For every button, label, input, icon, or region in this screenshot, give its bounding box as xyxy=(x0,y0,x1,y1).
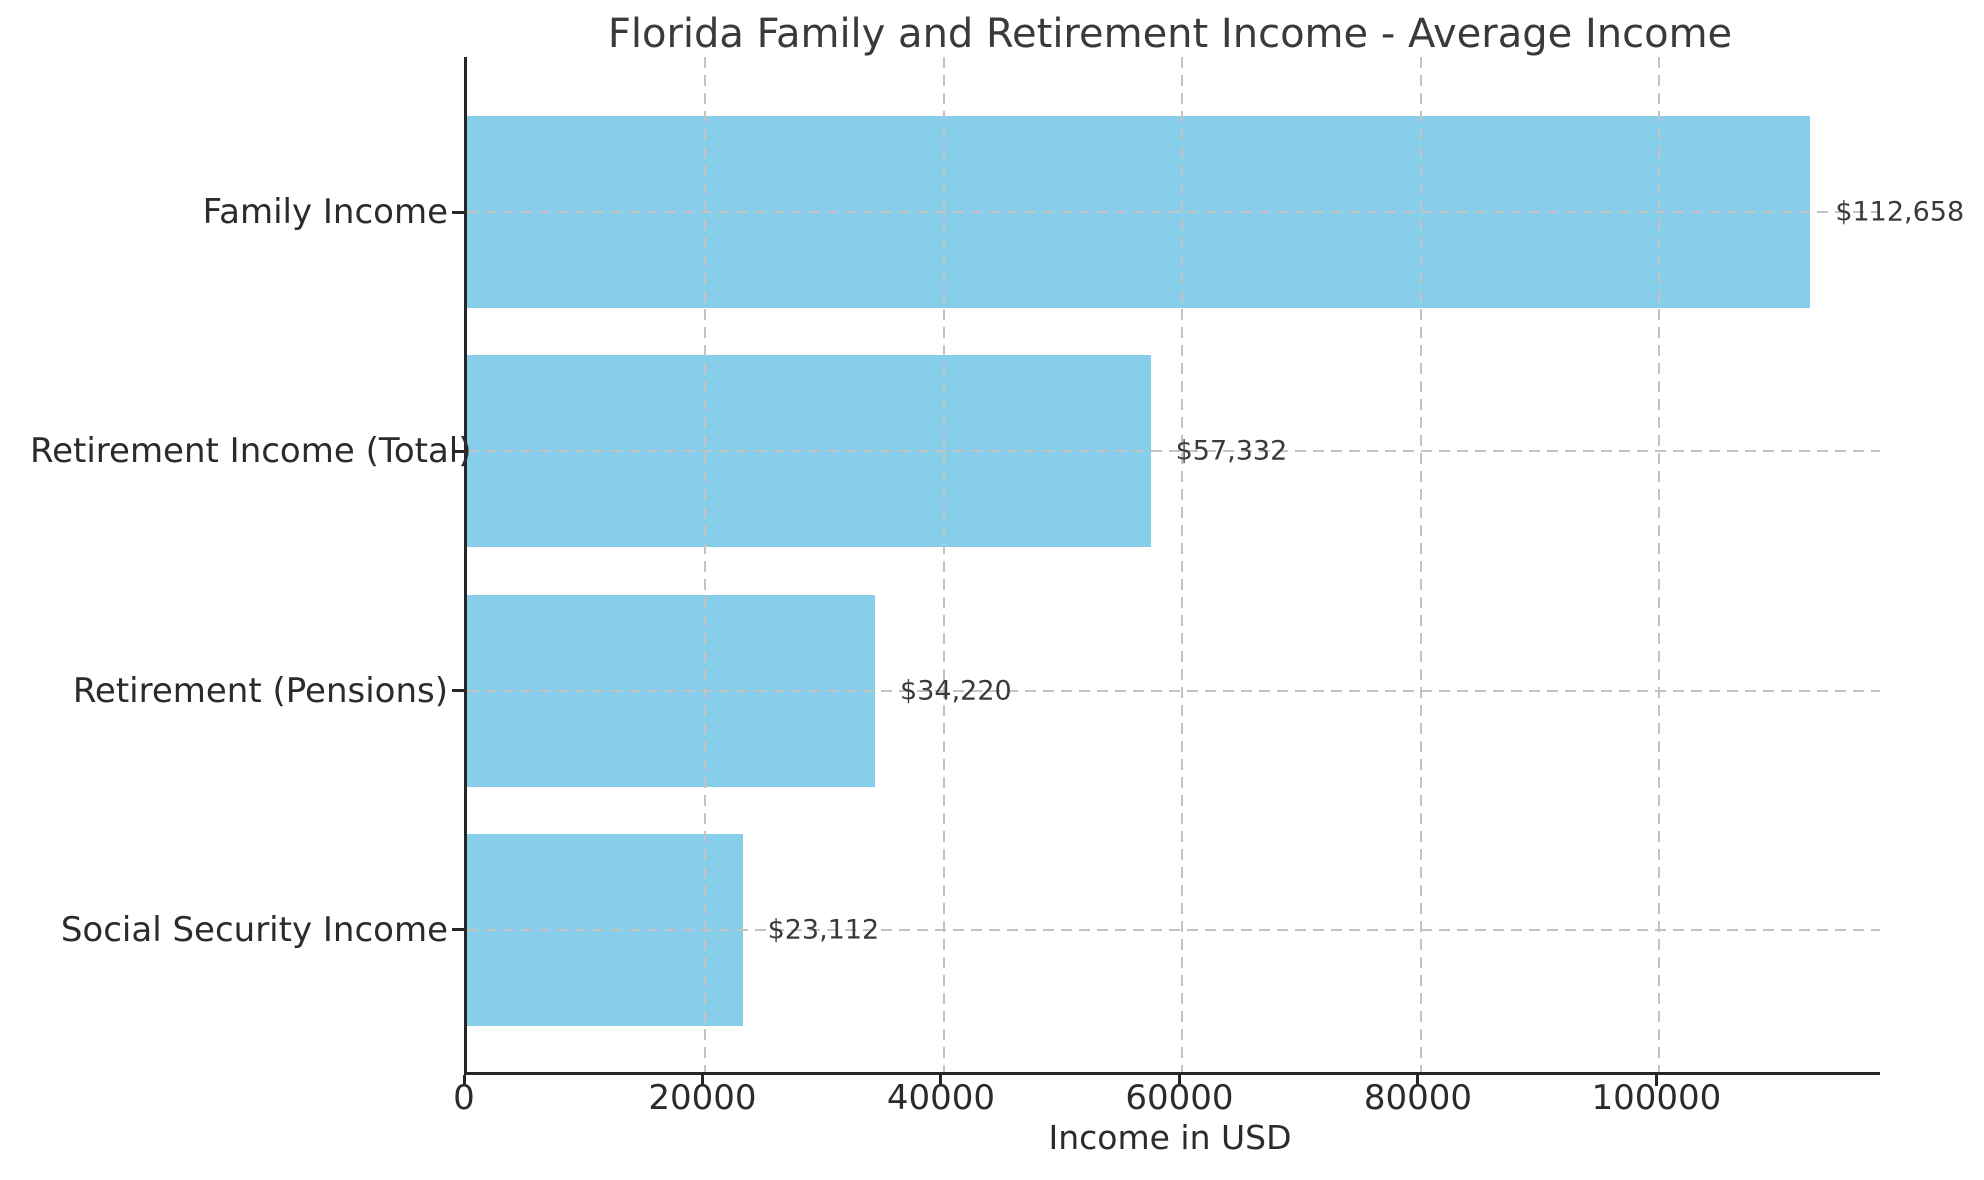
horizontal-gridline xyxy=(467,689,1880,692)
y-tick-mark xyxy=(452,449,464,453)
plot-area: $112,658 $57,332 $34,220 $23,112 xyxy=(464,57,1964,1075)
vertical-gridline xyxy=(1419,57,1422,1072)
x-axis-label: Income in USD xyxy=(1048,1118,1292,1157)
chart-title: Florida Family and Retirement Income - A… xyxy=(607,11,1733,57)
x-tick-mark xyxy=(1177,1075,1181,1086)
y-tick-mark xyxy=(452,210,464,214)
x-tick-label: 40000 xyxy=(886,1078,996,1118)
x-tick-label: 100000 xyxy=(1591,1078,1722,1118)
y-tick-mark xyxy=(452,928,464,932)
y-tick-mark xyxy=(452,689,464,693)
x-tick-label: 20000 xyxy=(648,1078,757,1118)
category-tick-label: Retirement Income (Total) xyxy=(30,431,472,472)
bar-value-label: $34,220 xyxy=(900,675,1012,707)
bar-value-label: $23,112 xyxy=(767,914,880,946)
bar-value-label: $57,332 xyxy=(1175,435,1288,467)
x-tick-mark xyxy=(462,1075,466,1086)
x-tick-label: 0 xyxy=(453,1078,475,1118)
x-tick-mark xyxy=(1654,1075,1658,1086)
x-tick-mark xyxy=(939,1075,943,1086)
x-tick-mark xyxy=(700,1075,704,1086)
vertical-gridline xyxy=(704,57,707,1072)
horizontal-gridline xyxy=(467,928,1880,931)
horizontal-gridline xyxy=(467,450,1880,453)
bar-value-label: $112,658 xyxy=(1835,196,1965,228)
category-tick-label: Retirement (Pensions) xyxy=(72,670,448,711)
x-tick-mark xyxy=(1416,1075,1420,1086)
category-tick-label: Social Security Income xyxy=(60,909,448,950)
vertical-gridline xyxy=(942,57,945,1072)
horizontal-gridline xyxy=(467,211,1880,213)
vertical-gridline xyxy=(1658,57,1661,1072)
category-tick-label: Family Income xyxy=(202,192,448,232)
vertical-gridline xyxy=(1181,57,1184,1072)
x-tick-label: 80000 xyxy=(1363,1078,1473,1118)
x-tick-label: 60000 xyxy=(1125,1078,1234,1118)
